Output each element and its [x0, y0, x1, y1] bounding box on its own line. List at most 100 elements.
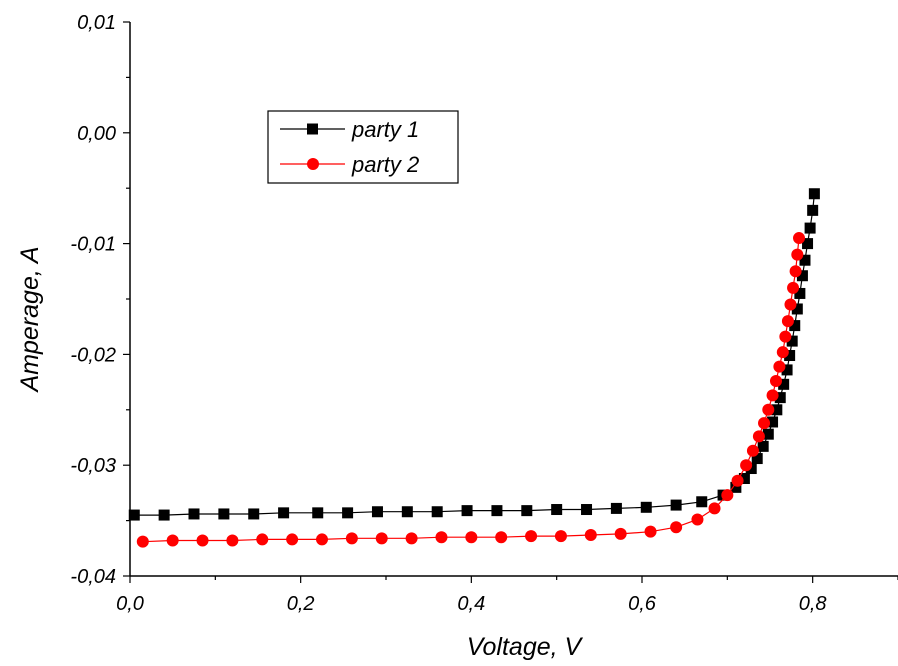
x-tick-label: 0,6: [628, 593, 657, 615]
legend-marker: [307, 158, 319, 170]
data-point: [784, 350, 796, 362]
data-point: [584, 529, 597, 542]
data-point: [188, 508, 200, 520]
data-point: [610, 502, 622, 514]
data-point: [401, 506, 413, 518]
data-point: [256, 533, 269, 546]
data-point: [786, 335, 798, 347]
data-point: [808, 188, 820, 200]
data-point: [708, 502, 721, 515]
y-tick-label: 0,01: [77, 12, 116, 34]
data-point: [762, 403, 775, 416]
data-point: [752, 430, 765, 443]
data-point: [196, 534, 209, 547]
data-point: [158, 509, 170, 521]
data-point: [794, 287, 806, 299]
legend: party 1 party 2: [267, 110, 459, 184]
data-point: [766, 389, 779, 402]
data-point: [731, 474, 744, 487]
data-point: [746, 444, 759, 457]
data-point: [730, 481, 742, 493]
data-point: [226, 534, 239, 547]
data-point: [781, 364, 793, 376]
data-point: [248, 508, 260, 520]
data-point: [791, 248, 804, 261]
y-tick-label: -0,02: [70, 344, 116, 366]
data-point: [779, 330, 792, 343]
data-point: [554, 530, 567, 543]
data-point: [614, 527, 627, 540]
data-point: [804, 222, 816, 234]
data-point: [465, 531, 478, 544]
x-tick-label: 0,8: [799, 593, 827, 615]
legend-label: party 2: [351, 152, 419, 177]
series-line: [134, 193, 815, 516]
data-point: [581, 504, 593, 516]
data-point: [757, 440, 769, 452]
x-axis-title: Voltage, V: [467, 633, 584, 661]
y-tick-label: -0,04: [70, 566, 116, 588]
data-point: [128, 509, 140, 521]
data-point: [740, 459, 753, 472]
data-point: [796, 270, 808, 282]
data-point: [316, 533, 328, 546]
data-point: [435, 531, 448, 544]
y-tick-label: -0,01: [70, 234, 116, 256]
data-point: [491, 505, 503, 517]
data-point: [136, 535, 149, 548]
data-point: [495, 531, 508, 544]
data-point: [166, 534, 179, 547]
data-point: [431, 506, 443, 518]
data-point: [789, 320, 801, 332]
data-point: [286, 533, 299, 546]
data-point: [696, 496, 708, 508]
data-point: [670, 521, 683, 534]
x-tick-label: 0,0: [116, 593, 144, 615]
series-line: [142, 238, 800, 543]
data-point: [521, 505, 533, 517]
series-2: [136, 232, 806, 548]
data-point: [751, 453, 763, 465]
data-point: [342, 507, 354, 519]
y-axis-title: Amperage, A: [16, 247, 44, 394]
data-point: [405, 532, 418, 545]
data-point: [773, 360, 786, 373]
data-point: [345, 532, 358, 545]
data-point: [551, 504, 563, 516]
data-point: [789, 265, 802, 278]
legend-label: party 1: [351, 117, 419, 142]
data-point: [644, 525, 657, 538]
data-point: [787, 281, 800, 294]
data-point: [802, 238, 814, 250]
data-point: [461, 505, 473, 517]
data-point: [762, 428, 774, 440]
data-point: [670, 499, 682, 511]
x-tick-label: 0,4: [457, 593, 485, 615]
data-point: [778, 378, 790, 390]
data-point: [791, 303, 803, 315]
data-point: [375, 532, 388, 545]
data-point: [758, 417, 771, 430]
data-point: [799, 254, 811, 266]
data-point: [721, 489, 734, 502]
data-point: [784, 298, 797, 311]
legend-box: [267, 110, 459, 184]
data-point: [745, 463, 757, 475]
data-point: [691, 513, 704, 526]
y-tick-label: 0,00: [77, 123, 116, 145]
data-point: [767, 416, 779, 428]
data-point: [793, 232, 806, 245]
data-point: [807, 204, 819, 216]
legend-marker: [307, 123, 318, 135]
series-1: [128, 188, 820, 521]
x-tick-label: 0,2: [287, 593, 315, 615]
data-point: [371, 506, 383, 518]
data-point: [312, 507, 324, 519]
data-point: [769, 374, 782, 387]
data-point: [738, 472, 750, 484]
data-point: [278, 507, 290, 519]
data-point: [771, 404, 783, 416]
data-point: [776, 346, 789, 359]
data-point: [774, 392, 786, 404]
